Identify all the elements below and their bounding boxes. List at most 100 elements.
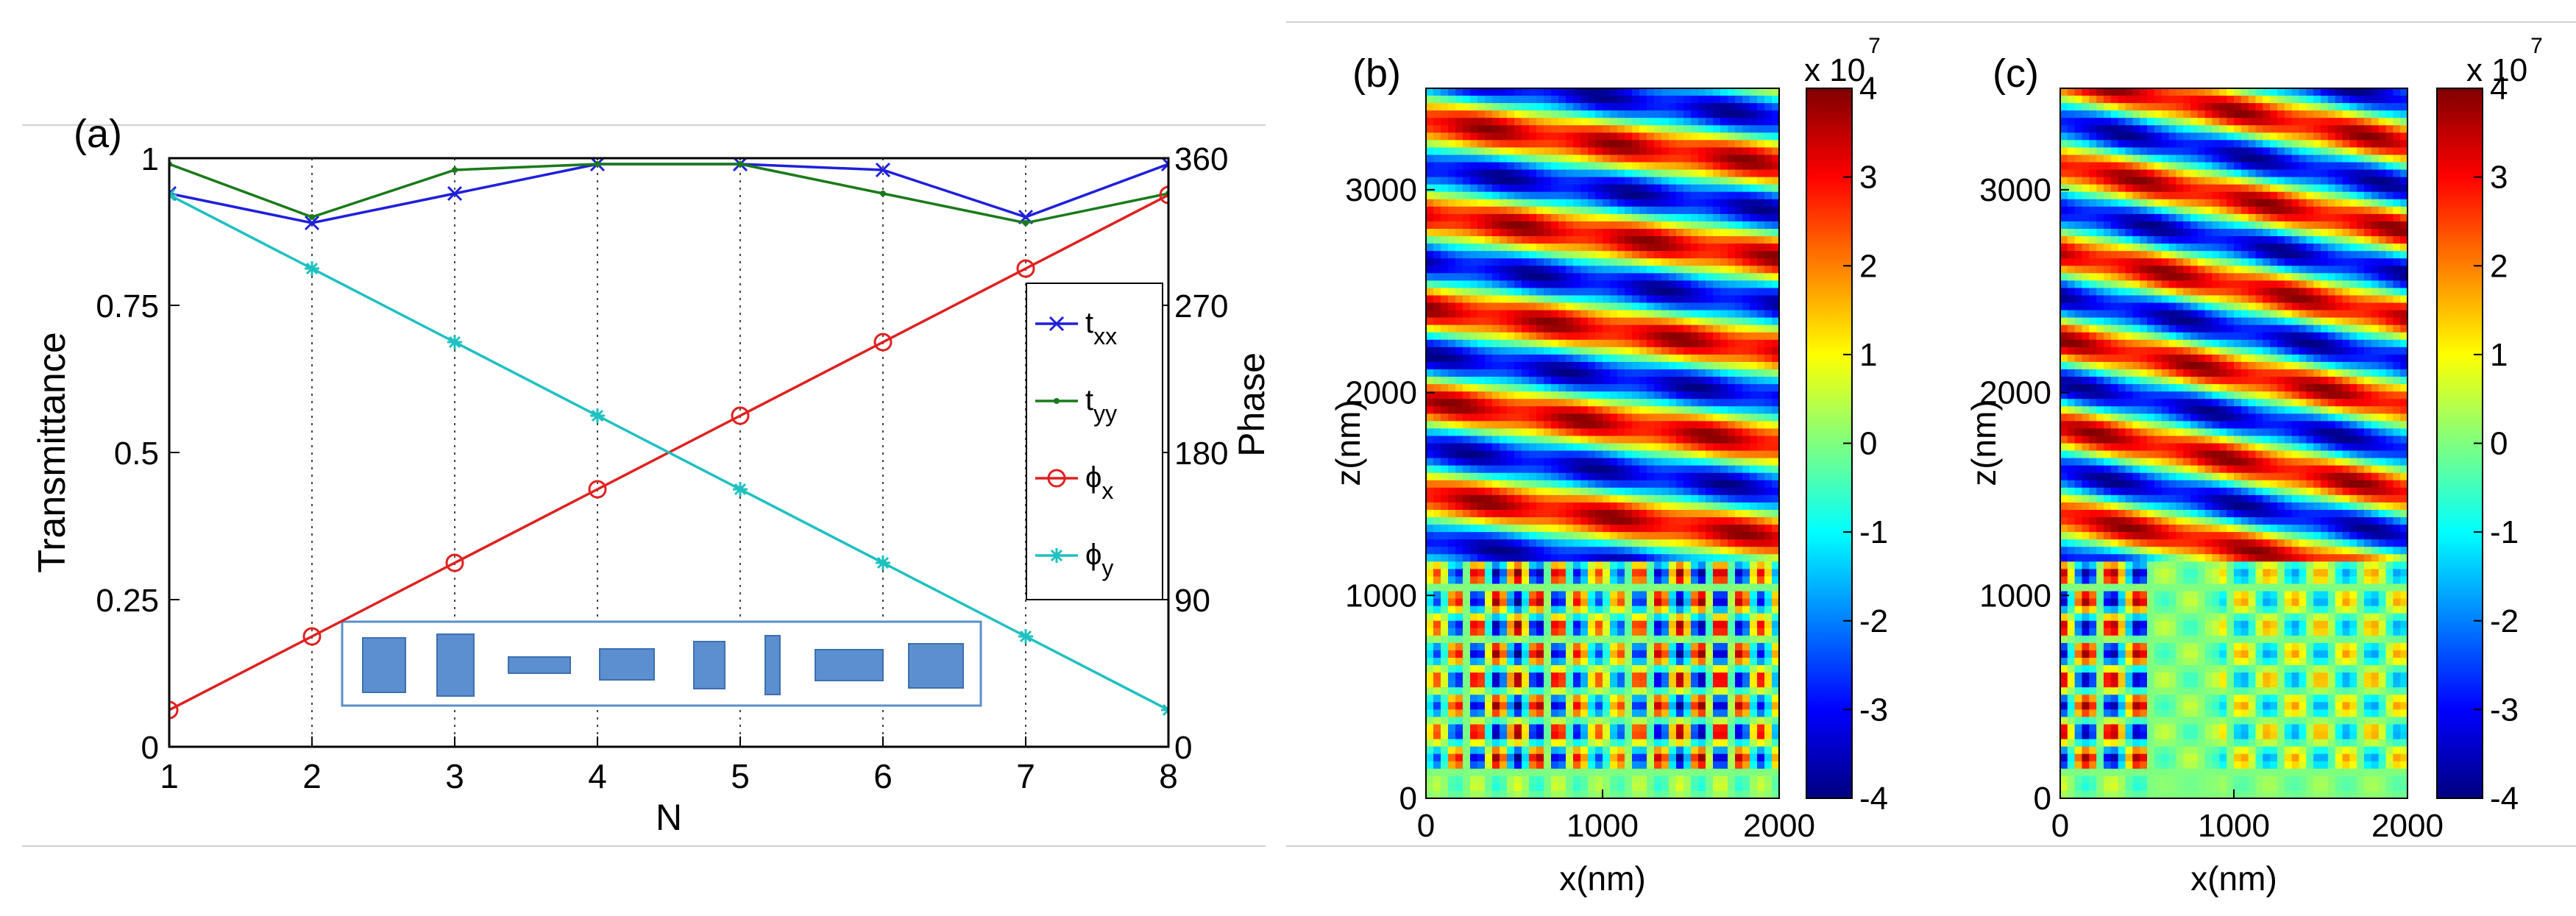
- field-cell: [1580, 731, 1589, 740]
- field-cell: [1669, 739, 1677, 748]
- field-cell: [1632, 399, 1640, 407]
- field-cell: [1632, 88, 1640, 96]
- field-cell: [1485, 665, 1493, 673]
- field-cell: [1433, 258, 1441, 266]
- field-cell: [2284, 96, 2293, 104]
- field-cell: [1426, 472, 1434, 481]
- field-cell: [1433, 199, 1441, 207]
- field-cell: [1492, 302, 1500, 311]
- field-cell: [1728, 384, 1736, 392]
- field-cell: [1647, 140, 1655, 149]
- field-cell: [1514, 384, 1522, 392]
- field-cell: [1448, 199, 1456, 207]
- field-cell: [1536, 532, 1544, 540]
- field-cell: [1463, 421, 1471, 429]
- field-cell: [1455, 421, 1463, 429]
- field-cell: [1426, 650, 1434, 658]
- field-cell: [1742, 421, 1750, 429]
- nanorod-7: [815, 649, 884, 681]
- field-cell: [1654, 739, 1662, 748]
- field-cell: [1661, 525, 1670, 533]
- field-cell: [1720, 680, 1728, 688]
- field-cell: [1654, 140, 1662, 149]
- field-cell: [1426, 110, 1434, 118]
- field-cell: [2110, 88, 2119, 96]
- field-cell: [1500, 494, 1508, 503]
- field-cell: [1661, 480, 1670, 489]
- field-cell: [1691, 569, 1699, 578]
- field-cell: [1691, 155, 1699, 163]
- field-cell: [1603, 288, 1611, 297]
- field-cell: [1617, 494, 1625, 503]
- field-cell: [1544, 266, 1552, 274]
- field-cell: [1477, 532, 1486, 540]
- field-cell: [1669, 554, 1677, 562]
- field-cell: [1558, 746, 1566, 755]
- field-cell: [1433, 103, 1441, 111]
- field-cell: [1647, 620, 1655, 629]
- field-cell: [1764, 775, 1773, 784]
- field-cell: [1507, 539, 1515, 547]
- field-cell: [1544, 317, 1552, 326]
- field-cell: [1750, 155, 1758, 163]
- field-cell: [1522, 790, 1530, 798]
- field-cell: [1492, 339, 1500, 348]
- field-cell: [1580, 642, 1589, 651]
- field-cell: [1625, 251, 1633, 259]
- field-cell: [1514, 155, 1522, 163]
- field-cell: [1757, 680, 1765, 688]
- field-cell: [1691, 695, 1699, 703]
- field-cell: [2118, 118, 2126, 126]
- field-cell: [1441, 436, 1449, 444]
- field-cell: [1522, 569, 1530, 578]
- field-cell: [1536, 650, 1544, 658]
- field-cell: [1463, 739, 1471, 748]
- field-cell: [2263, 88, 2271, 96]
- field-cell: [2204, 96, 2213, 104]
- field-cell: [1529, 258, 1537, 266]
- field-cell: [2263, 103, 2271, 111]
- field-cell: [2089, 118, 2097, 126]
- field-cell: [1764, 613, 1773, 622]
- field-cell: [1676, 177, 1684, 185]
- field-cell: [1588, 598, 1596, 607]
- field-cell: [1544, 768, 1552, 777]
- field-cell: [2248, 103, 2257, 111]
- field-cell: [1676, 717, 1684, 725]
- field-cell: [1764, 236, 1773, 244]
- field-cell: [1448, 399, 1456, 407]
- field-cell: [1514, 494, 1522, 503]
- field-cell: [1566, 717, 1574, 725]
- field-cell: [1477, 525, 1486, 533]
- field-cell: [1603, 162, 1611, 171]
- field-cell: [1595, 377, 1603, 385]
- field-cell: [1757, 687, 1765, 695]
- marker-circle: [1159, 185, 1168, 205]
- field-cell: [1610, 199, 1618, 207]
- field-cell: [1441, 273, 1449, 281]
- field-cell: [1728, 288, 1736, 297]
- field-cell: [1536, 428, 1544, 437]
- y2-tick-label: 180: [1174, 436, 1228, 472]
- field-cell: [1544, 591, 1552, 600]
- field-cell: [1522, 228, 1530, 237]
- field-cell: [1772, 236, 1779, 244]
- field-cell: [1676, 583, 1684, 592]
- field-cell: [1500, 539, 1508, 547]
- field-cell: [1522, 702, 1530, 710]
- field-cell: [1485, 613, 1493, 622]
- field-cell: [1691, 413, 1699, 422]
- field-cell: [1617, 147, 1625, 156]
- field-cell: [1477, 332, 1486, 341]
- field-cell: [1713, 554, 1721, 562]
- field-cell: [1566, 561, 1574, 569]
- field-cell: [1566, 642, 1574, 651]
- field-cell: [1514, 288, 1522, 297]
- field-cell: [1610, 642, 1618, 651]
- field-cell: [1426, 251, 1434, 259]
- field-cell: [1485, 258, 1493, 266]
- field-cell: [1676, 532, 1684, 540]
- field-cell: [1470, 88, 1478, 96]
- field-cell: [1617, 569, 1625, 578]
- field-cell: [1610, 502, 1618, 511]
